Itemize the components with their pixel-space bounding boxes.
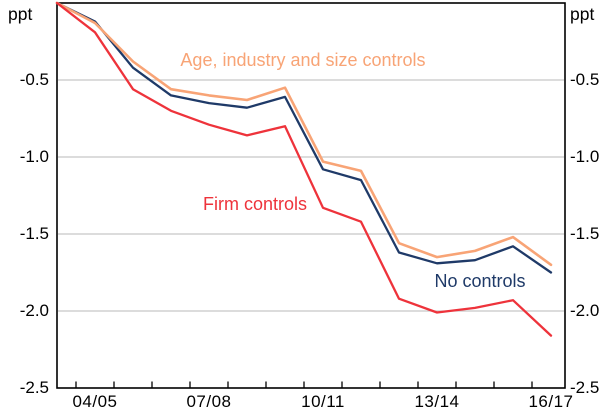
x-axis-tick-label: 13/14 — [414, 392, 460, 411]
plot-border — [56, 2, 566, 389]
y-axis-tick-label-left: -1.0 — [19, 147, 49, 166]
y-axis-tick-label-right: -2.5 — [570, 378, 600, 397]
x-axis-tick-label: 07/08 — [186, 392, 232, 411]
y-axis-tick-label-right: -1.0 — [570, 147, 600, 166]
y-axis-unit-left: ppt — [8, 4, 33, 24]
x-axis-tick-label: 10/11 — [301, 392, 345, 411]
series-line-age-industry-and-size-controls — [55, 1, 553, 267]
series-label-no-controls: No controls — [434, 271, 526, 291]
y-axis-tick-label-left: -2.5 — [19, 378, 49, 397]
x-axis-tick-label: 04/05 — [72, 392, 118, 411]
series-label-firm-controls: Firm controls — [202, 194, 307, 214]
x-axis-tick-label: 16/17 — [528, 392, 574, 411]
series-line-firm-controls — [55, 1, 553, 337]
y-axis-tick-label-left: -2.0 — [19, 301, 49, 320]
y-axis-tick-label-right: -1.5 — [570, 224, 600, 243]
y-axis-unit-right: ppt — [570, 4, 595, 24]
y-axis-tick-label-left: -1.5 — [19, 224, 49, 243]
y-axis-tick-label-right: -0.5 — [570, 70, 600, 89]
series-label-age-industry-size-controls: Age, industry and size controls — [180, 50, 426, 70]
y-axis-tick-label-right: -2.0 — [570, 301, 600, 320]
y-axis-tick-label-left: -0.5 — [19, 70, 49, 89]
series-line-no-controls — [55, 1, 553, 274]
